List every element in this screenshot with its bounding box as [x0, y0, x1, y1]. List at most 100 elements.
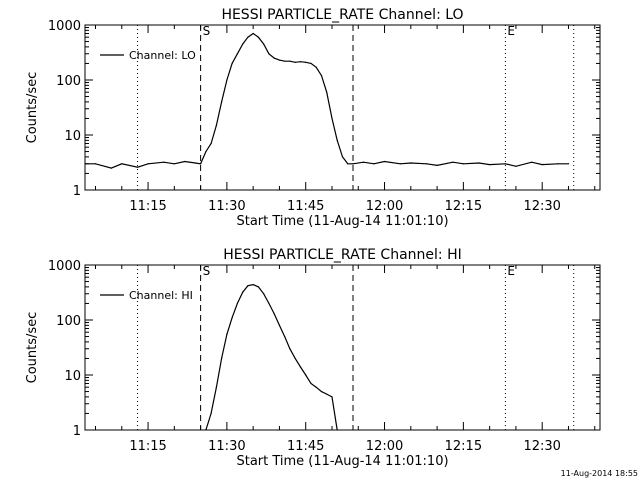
data-point [242, 291, 244, 293]
data-point [310, 62, 312, 65]
data-point [252, 32, 254, 35]
data-point [121, 163, 123, 165]
data-point [236, 302, 238, 305]
x-tick-label: 12:00 [366, 439, 403, 454]
data-point [110, 167, 112, 169]
data-point [184, 160, 186, 163]
y-tick-label: 100 [56, 74, 81, 89]
data-point [336, 429, 338, 431]
x-tick-label: 11:45 [287, 199, 324, 214]
x-tick-label: 12:30 [523, 439, 560, 454]
data-point [136, 166, 139, 168]
data-point [205, 429, 207, 431]
data-point [399, 163, 401, 165]
data-point [504, 163, 507, 165]
data-point [94, 163, 97, 165]
data-point [299, 366, 302, 368]
data-point [315, 386, 317, 388]
y-tick-label: 100 [56, 314, 81, 329]
data-point [278, 324, 281, 326]
x-tick-label: 11:30 [208, 199, 245, 214]
marker-label: S [203, 264, 211, 278]
data-point [331, 117, 333, 120]
x-tick-label: 11:45 [287, 439, 324, 454]
data-point [84, 163, 86, 165]
data-point [567, 163, 570, 165]
data-point [294, 357, 296, 360]
chart-hi: HESSI PARTICLE_RATE Channel: HI Counts/se… [25, 247, 601, 469]
data-point [147, 163, 149, 165]
x-axis-label: Start Time (11-Aug-14 11:01:10) [236, 214, 448, 229]
y-axis-label: Counts/sec [25, 72, 40, 144]
data-point [383, 160, 386, 163]
data-point [231, 317, 233, 319]
data-point [515, 165, 517, 167]
data-point [436, 164, 438, 167]
data-point [462, 163, 464, 165]
y-tick-label: 1000 [48, 259, 81, 274]
y-axis-label: Counts/sec [25, 312, 40, 384]
data-point [284, 335, 286, 338]
data-point [221, 357, 223, 360]
data-point [215, 124, 217, 126]
data-point [352, 163, 354, 165]
chart-title: HESSI PARTICLE_RATE Channel: LO [221, 7, 463, 23]
data-point [226, 79, 228, 81]
data-point [257, 286, 260, 288]
marker-label: E [507, 24, 515, 38]
data-point [310, 382, 312, 385]
y-tick-label: 1000 [48, 19, 81, 34]
data-point [263, 293, 265, 295]
data-point [531, 161, 533, 163]
data-point [273, 313, 275, 315]
legend-entry: Channel: HI [129, 289, 193, 302]
chart-title: HESSI PARTICLE_RATE Channel: HI [223, 247, 461, 263]
data-point [242, 43, 244, 45]
data-point [452, 161, 454, 163]
data-point [247, 285, 249, 287]
x-tick-label: 12:15 [445, 199, 482, 214]
data-point [289, 60, 291, 62]
data-point [320, 75, 323, 77]
data-point [347, 163, 349, 165]
y-tick-label: 1 [73, 184, 81, 199]
data-point [278, 59, 281, 61]
marker-label: S [203, 24, 211, 38]
data-point [541, 163, 543, 166]
data-point [289, 348, 291, 350]
data-point [173, 163, 175, 165]
data-point [284, 60, 286, 62]
series-line [205, 283, 338, 431]
data-point [221, 101, 223, 103]
marker-label: E [507, 264, 515, 278]
data-point [331, 396, 333, 398]
x-axis-label: Start Time (11-Aug-14 11:01:10) [236, 454, 448, 469]
data-point [210, 142, 212, 145]
data-point [362, 161, 365, 163]
data-point [210, 412, 212, 415]
y-tick-label: 10 [64, 129, 81, 144]
data-point [200, 163, 202, 165]
data-point [341, 156, 344, 158]
data-point [315, 66, 317, 68]
data-point [410, 162, 412, 164]
chart-lo: HESSI PARTICLE_RATE Channel: LO Counts/se… [25, 7, 601, 229]
data-point [299, 61, 302, 63]
data-point [425, 163, 428, 165]
data-point [305, 61, 307, 63]
data-point [294, 61, 296, 63]
data-point [326, 91, 328, 93]
data-point [305, 374, 307, 376]
data-point [247, 36, 249, 38]
x-tick-label: 12:15 [445, 439, 482, 454]
data-point [226, 333, 228, 335]
x-tick-label: 12:30 [523, 199, 560, 214]
x-tick-label: 11:30 [208, 439, 245, 454]
data-point [231, 62, 233, 65]
data-point [236, 53, 238, 55]
x-tick-label: 11:15 [129, 199, 166, 214]
data-point [252, 284, 254, 286]
legend-entry: Channel: LO [129, 49, 196, 62]
